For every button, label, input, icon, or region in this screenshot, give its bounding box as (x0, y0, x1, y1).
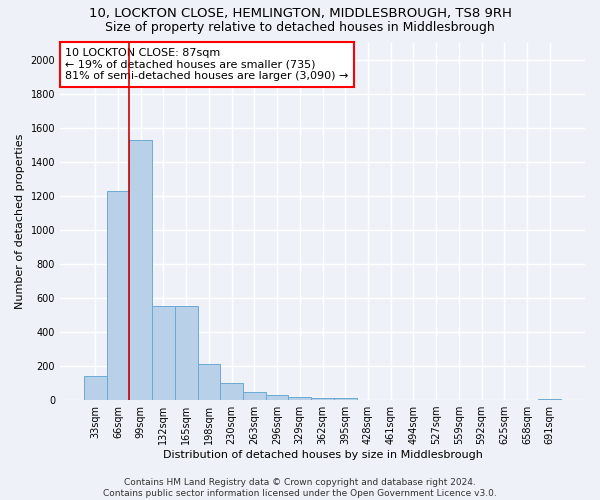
Bar (334, 398, 356, 400)
Bar (538, 399, 561, 400)
Bar (84, 376, 107, 400)
Bar (152, 306, 175, 400)
Bar (266, 395, 289, 400)
Text: Size of property relative to detached houses in Middlesbrough: Size of property relative to detached ho… (105, 21, 495, 34)
Bar (289, 396, 311, 400)
X-axis label: Distribution of detached houses by size in Middlesbrough: Distribution of detached houses by size … (163, 450, 482, 460)
Bar (243, 392, 266, 400)
Y-axis label: Number of detached properties: Number of detached properties (15, 134, 25, 309)
Bar (197, 364, 220, 400)
Text: 10, LOCKTON CLOSE, HEMLINGTON, MIDDLESBROUGH, TS8 9RH: 10, LOCKTON CLOSE, HEMLINGTON, MIDDLESBR… (89, 8, 511, 20)
Bar (311, 398, 334, 400)
Bar (220, 383, 243, 400)
Bar (175, 306, 197, 400)
Bar (130, 140, 152, 400)
Text: Contains HM Land Registry data © Crown copyright and database right 2024.
Contai: Contains HM Land Registry data © Crown c… (103, 478, 497, 498)
Bar (107, 192, 130, 400)
Text: 10 LOCKTON CLOSE: 87sqm
← 19% of detached houses are smaller (735)
81% of semi-d: 10 LOCKTON CLOSE: 87sqm ← 19% of detache… (65, 48, 349, 81)
